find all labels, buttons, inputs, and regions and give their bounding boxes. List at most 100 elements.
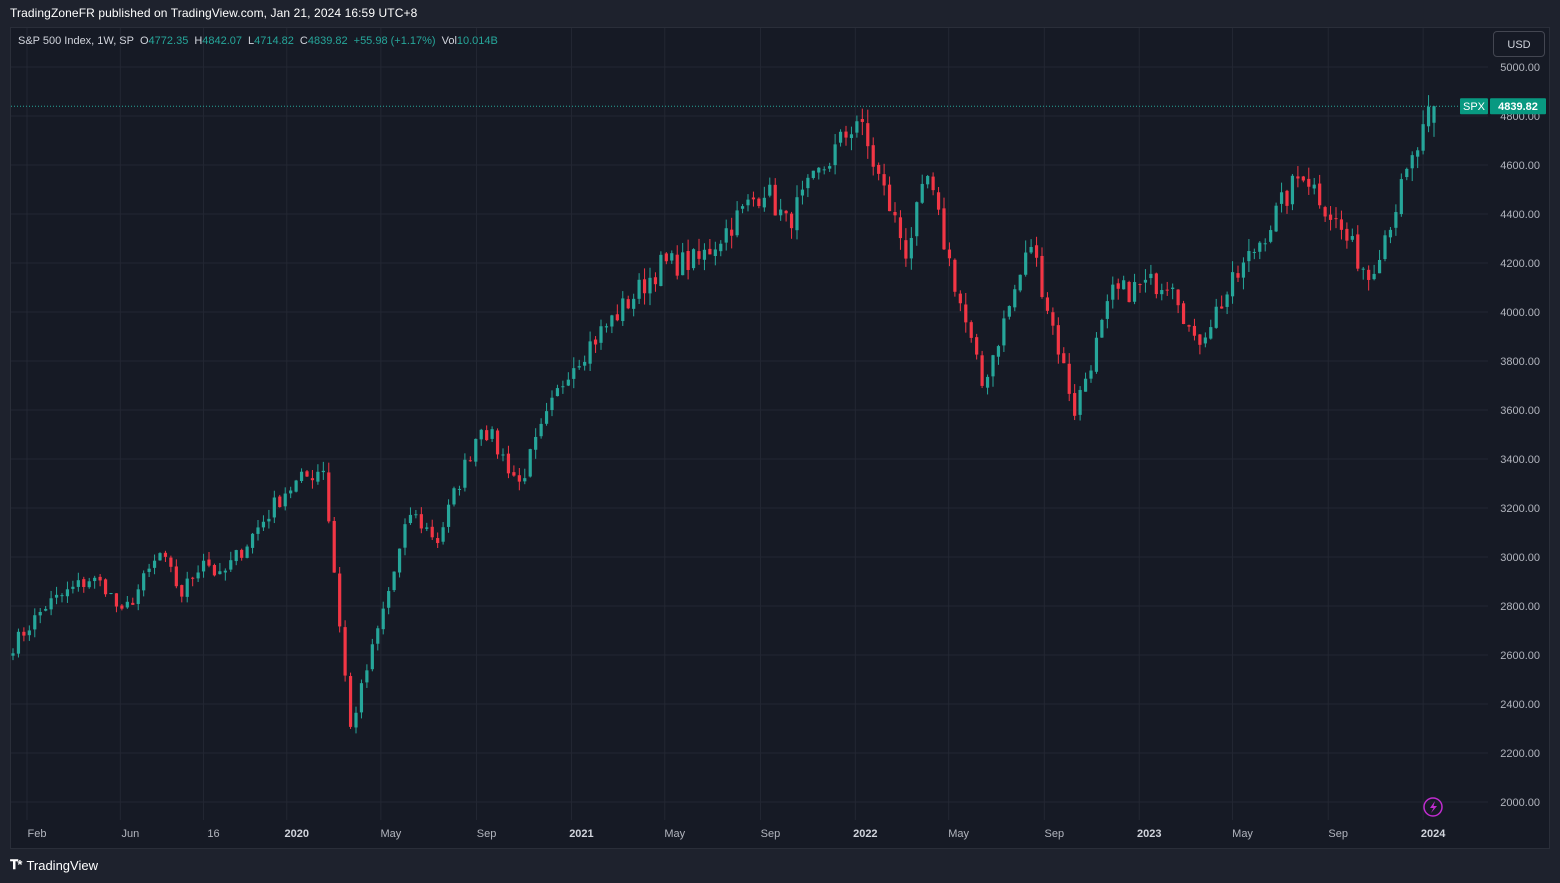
- x-tick-label: 2022: [853, 828, 877, 840]
- candle-down: [343, 627, 347, 676]
- x-tick-label: 2024: [1421, 828, 1446, 840]
- candle-down: [697, 251, 701, 259]
- candle-up: [299, 471, 304, 482]
- x-tick-label: May: [380, 828, 401, 840]
- legend-low-label: L: [248, 35, 255, 47]
- publication-header: TradingZoneFR published on TradingView.c…: [10, 6, 418, 20]
- chart-frame[interactable]: [10, 27, 1550, 849]
- candle-up: [762, 197, 766, 208]
- candle-up: [376, 628, 380, 644]
- candle-up: [855, 121, 859, 133]
- candle-up: [849, 134, 854, 139]
- candle-down: [1356, 234, 1360, 269]
- currency-button[interactable]: USD: [1493, 31, 1545, 57]
- candle-down: [240, 549, 244, 558]
- candle-up: [1426, 106, 1431, 127]
- candle-up: [1274, 205, 1278, 232]
- candle-up: [577, 366, 581, 368]
- candle-up: [838, 131, 843, 143]
- candle-down: [1056, 325, 1060, 355]
- candle-down: [1116, 283, 1120, 289]
- y-tick-label: 3800.00: [1500, 356, 1540, 368]
- x-tick-label: 2021: [569, 828, 593, 840]
- footer-brand[interactable]: 𝐓* TradingView: [10, 857, 98, 873]
- candle-up: [71, 586, 75, 589]
- candle-up: [1290, 175, 1295, 205]
- candle-up: [387, 591, 391, 608]
- candle-up: [457, 488, 462, 490]
- lightning-icon[interactable]: [1423, 797, 1443, 817]
- candle-up: [1399, 179, 1403, 215]
- y-tick-label: 4200.00: [1500, 258, 1540, 270]
- candle-up: [1105, 301, 1109, 319]
- x-tick-label: 2020: [285, 828, 309, 840]
- y-tick-label: 2400.00: [1500, 699, 1540, 711]
- candle-down: [958, 293, 962, 304]
- candle-up: [572, 368, 576, 379]
- x-tick-label: Sep: [1328, 828, 1348, 840]
- candle-up: [817, 167, 821, 173]
- candle-up: [93, 577, 97, 582]
- legend-open: 4772.35: [148, 35, 189, 47]
- candle-down: [1323, 207, 1327, 217]
- candle-up: [768, 184, 772, 196]
- candle-up: [1029, 247, 1033, 253]
- candle-down: [1045, 297, 1050, 311]
- price-tag-value-bg: [1490, 98, 1546, 115]
- candle-up: [637, 279, 641, 299]
- candle-up: [234, 550, 238, 562]
- candle-up: [926, 176, 930, 185]
- price-tag: SPX 4839.82: [1460, 98, 1546, 115]
- candle-up: [1405, 168, 1409, 178]
- candle-down: [964, 304, 968, 323]
- candle-down: [844, 131, 848, 138]
- candle-up: [1143, 279, 1148, 283]
- legend-high: 4842.07: [202, 35, 243, 47]
- candle-up: [87, 581, 91, 588]
- candle-up: [1394, 212, 1398, 228]
- candle-down: [22, 631, 26, 636]
- candle-up: [321, 470, 325, 473]
- candle-up: [1372, 273, 1376, 280]
- candle-down: [468, 460, 472, 462]
- candle-down: [947, 249, 952, 259]
- candle-down: [1220, 306, 1224, 309]
- x-tick-label: Sep: [477, 828, 497, 840]
- candle-down: [506, 453, 511, 474]
- candle-down: [1187, 325, 1191, 327]
- candle-up: [1269, 230, 1273, 242]
- candle-up: [1203, 337, 1207, 344]
- candle-down: [626, 299, 630, 309]
- candle-down: [1198, 334, 1202, 345]
- x-tick-label: May: [948, 828, 969, 840]
- footer-brand-label: TradingView: [26, 857, 98, 873]
- candle-down: [1367, 269, 1371, 280]
- y-tick-label: 4600.00: [1500, 160, 1540, 172]
- candle-up: [136, 589, 140, 604]
- candle-up: [534, 436, 538, 450]
- candle-down: [1138, 284, 1142, 286]
- candle-up: [267, 518, 271, 522]
- candle-up: [1252, 251, 1256, 253]
- candle-up: [610, 315, 614, 327]
- candle-down: [1296, 176, 1300, 179]
- candle-up: [381, 608, 385, 630]
- candle-down: [98, 576, 102, 581]
- legend-open-label: O: [139, 35, 149, 47]
- candle-up: [985, 376, 990, 388]
- candle-up: [1247, 251, 1251, 262]
- candle-down: [904, 240, 908, 259]
- candle-down: [860, 119, 864, 122]
- candle-up: [370, 644, 374, 670]
- candle-up: [702, 249, 707, 260]
- candle-down: [1236, 273, 1240, 278]
- candle-down: [1328, 214, 1333, 220]
- candle-up: [1024, 252, 1028, 275]
- y-tick-label: 3400.00: [1500, 454, 1540, 466]
- x-tick-label: May: [664, 828, 685, 840]
- candle-up: [125, 601, 129, 608]
- candle-up: [38, 611, 42, 616]
- candle-up: [648, 277, 652, 294]
- candle-up: [691, 249, 696, 269]
